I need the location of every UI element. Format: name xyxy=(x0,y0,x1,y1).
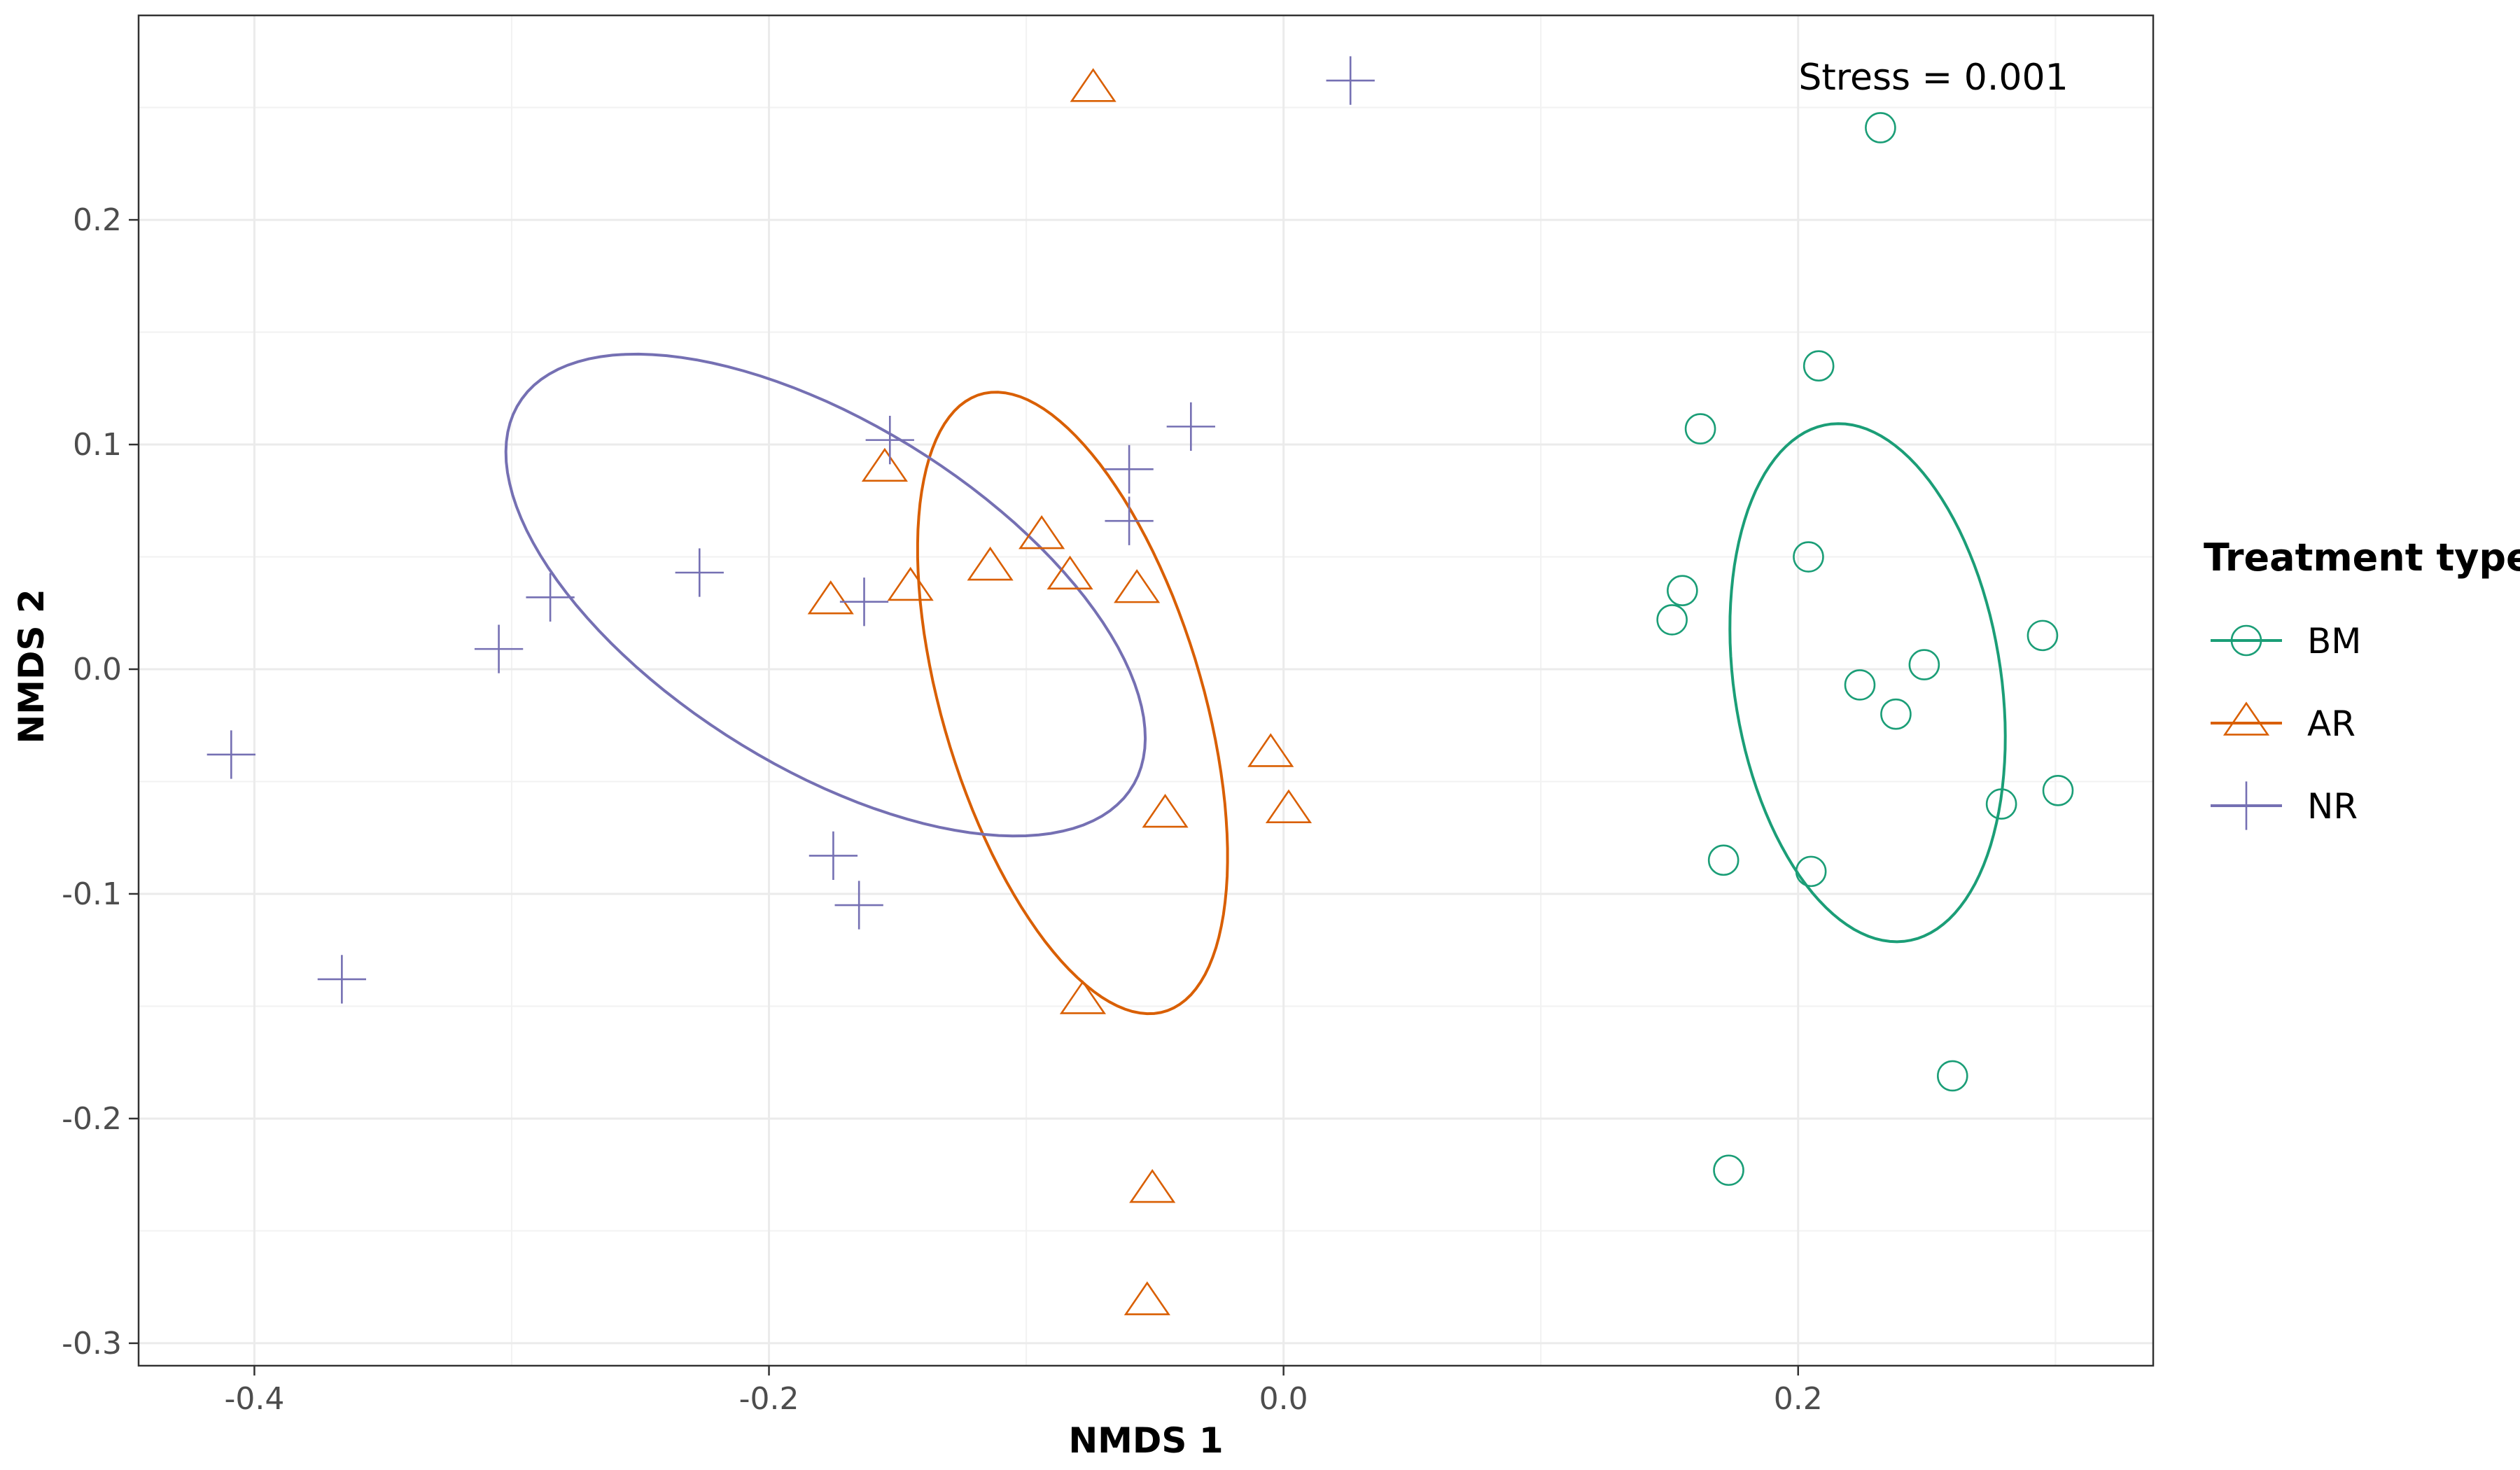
legend-title: Treatment type xyxy=(2204,536,2520,580)
point-ar xyxy=(967,546,1014,581)
y-tick-label: -0.1 xyxy=(62,876,122,912)
point-bm xyxy=(2042,775,2074,806)
legend-label-nr: NR xyxy=(2307,786,2358,827)
y-axis-ticks: -0.3 -0.2 -0.1 0.0 0.1 0.2 xyxy=(62,202,139,1362)
y-axis-title: NMDS 2 xyxy=(11,589,52,743)
x-axis-ticks: -0.4 -0.2 0.0 0.2 xyxy=(224,1366,1823,1417)
point-nr xyxy=(1166,402,1215,451)
x-tick-label: -0.2 xyxy=(739,1381,799,1417)
y-tick-label: 0.2 xyxy=(73,202,122,238)
data-points xyxy=(206,56,2074,1315)
point-nr xyxy=(1105,444,1154,493)
point-nr xyxy=(317,955,367,1004)
point-bm xyxy=(1667,575,1698,606)
ellipse-bm xyxy=(1728,422,2007,944)
point-ar xyxy=(1114,569,1161,603)
point-ar xyxy=(1070,68,1116,102)
plot-panel-border xyxy=(137,14,2155,1367)
point-bm xyxy=(1937,1060,1968,1092)
point-bm xyxy=(1656,604,1688,636)
grid-minor xyxy=(139,15,2153,1366)
point-ar xyxy=(1265,789,1312,823)
ellipse-nr xyxy=(504,352,1147,838)
x-tick-label: 0.2 xyxy=(1774,1381,1823,1417)
x-tick-label: 0.0 xyxy=(1259,1381,1308,1417)
point-bm xyxy=(1880,698,1912,730)
grid-major xyxy=(139,15,2153,1366)
point-bm xyxy=(1844,669,1876,701)
point-nr xyxy=(526,573,575,622)
point-nr xyxy=(834,881,883,930)
point-ar xyxy=(1142,793,1189,828)
point-ar xyxy=(1247,733,1294,767)
point-nr xyxy=(1105,496,1154,545)
legend-key-marker-ar xyxy=(2222,701,2270,736)
point-nr xyxy=(206,730,255,779)
ellipse-ar xyxy=(916,391,1229,1016)
point-nr xyxy=(865,415,914,465)
point-ar xyxy=(1124,1281,1170,1315)
legend-key-marker-nr xyxy=(2222,781,2271,830)
y-tick-label: 0.1 xyxy=(73,427,122,463)
point-bm xyxy=(1802,350,1835,382)
x-tick-label: -0.4 xyxy=(224,1381,284,1417)
point-nr xyxy=(1326,56,1375,105)
legend: Treatment type BM AR NR xyxy=(2204,536,2520,830)
point-bm xyxy=(1795,855,1827,888)
point-bm xyxy=(1713,1154,1744,1186)
point-nr xyxy=(808,831,858,881)
point-nr xyxy=(839,578,889,626)
point-ar xyxy=(861,447,909,482)
y-tick-label: -0.2 xyxy=(62,1101,122,1137)
point-ar xyxy=(807,580,854,615)
legend-key-marker-bm xyxy=(2230,624,2262,657)
legend-label-ar: AR xyxy=(2307,704,2356,744)
legend-label-bm: BM xyxy=(2307,621,2361,662)
y-tick-label: -0.3 xyxy=(62,1326,122,1362)
point-bm xyxy=(1908,649,1940,680)
point-bm xyxy=(1707,844,1740,876)
point-ar xyxy=(1059,980,1107,1014)
point-bm xyxy=(1985,788,2017,820)
x-axis-title: NMDS 1 xyxy=(1068,1420,1223,1461)
y-tick-label: 0.0 xyxy=(73,652,122,687)
point-ar xyxy=(1046,555,1093,590)
legend-items: BM AR NR xyxy=(2211,621,2361,830)
stress-annotation: Stress = 0.001 xyxy=(1798,57,2068,99)
point-bm xyxy=(1793,541,1824,573)
point-ar xyxy=(1129,1168,1176,1203)
point-bm xyxy=(1684,413,1716,444)
confidence-ellipses xyxy=(504,352,2007,1016)
point-nr xyxy=(474,624,524,673)
point-ar xyxy=(1018,514,1065,550)
point-ar xyxy=(887,566,934,601)
point-nr xyxy=(675,548,724,597)
point-bm xyxy=(2026,620,2059,652)
point-bm xyxy=(1865,112,1896,144)
